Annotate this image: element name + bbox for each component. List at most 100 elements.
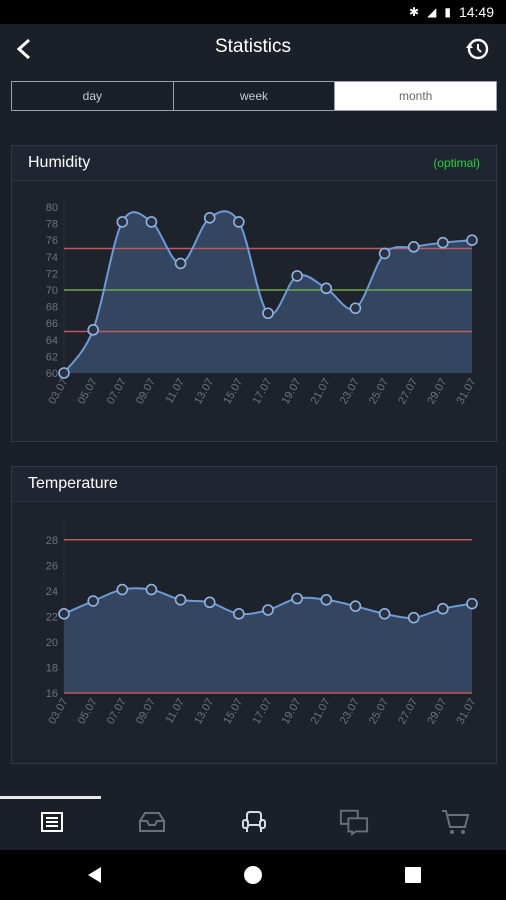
x-tick-label: 25.07 (367, 697, 391, 727)
x-tick-label: 11.07 (163, 697, 187, 726)
y-tick-label: 28 (46, 535, 58, 547)
nav-device[interactable] (239, 806, 269, 838)
series-area (64, 211, 472, 373)
chat-icon (339, 809, 369, 836)
temperature-title: Temperature (28, 475, 118, 492)
data-point (203, 211, 216, 224)
x-tick-label: 03.07 (46, 377, 70, 407)
segment-month[interactable]: month (335, 82, 497, 110)
data-point (262, 604, 274, 616)
humidity-card: Humidity (optimal) 60 62 64 66 68 70 72 74 76 78 8… (11, 145, 497, 442)
data-point (291, 270, 303, 282)
data-point (262, 307, 274, 320)
data-point (174, 593, 187, 606)
y-tick-label: 60 (46, 368, 58, 380)
humidity-chart: 60 62 64 66 68 70 72 74 76 78 80 03.07 05.07 07.07 09.… (46, 201, 479, 407)
bluetooth-icon: ✱ (409, 5, 420, 19)
y-tick-label: 16 (46, 688, 58, 700)
x-tick-label: 27.07 (396, 697, 420, 727)
period-selector: day week month (11, 81, 497, 111)
arrow-left-icon[interactable] (10, 34, 40, 64)
humidity-status: (optimal) (433, 156, 480, 170)
y-tick-label: 74 (46, 252, 58, 264)
y-tick-label: 78 (46, 219, 58, 231)
clock: 14:49 (458, 4, 494, 20)
x-tick-label: 09.07 (134, 377, 158, 407)
data-point (116, 216, 129, 228)
x-tick-label: 29.07 (425, 377, 449, 407)
data-point (58, 608, 70, 620)
y-tick-label: 22 (46, 611, 58, 623)
y-tick-label: 64 (46, 335, 58, 347)
x-tick-label: 15.07 (221, 377, 245, 407)
data-point (407, 611, 420, 624)
y-tick-label: 76 (46, 235, 58, 247)
data-point (58, 367, 70, 379)
data-point (174, 257, 187, 270)
x-tick-label: 13.07 (192, 377, 216, 407)
nav-shop[interactable] (440, 806, 470, 838)
bottom-navigation (0, 796, 506, 850)
data-point (466, 234, 478, 247)
signal-icon: ◢ (427, 5, 437, 19)
segment-week[interactable]: week (173, 82, 336, 110)
y-tick-label: 20 (46, 637, 58, 649)
x-tick-label: 13.07 (192, 697, 216, 727)
list-icon (41, 812, 63, 832)
data-point (320, 282, 333, 295)
data-point (378, 247, 391, 260)
y-tick-label: 72 (46, 268, 58, 280)
x-tick-label: 03.07 (46, 697, 70, 727)
x-tick-label: 29.07 (425, 697, 449, 727)
x-tick-label: 23.07 (338, 697, 362, 727)
x-tick-label: 17.07 (250, 377, 274, 407)
segment-day[interactable]: day (12, 82, 174, 110)
y-tick-label: 62 (46, 351, 58, 363)
data-point (466, 597, 478, 610)
humidity-card-header: Humidity (optimal) (12, 146, 496, 181)
x-tick-label: 19.07 (280, 377, 304, 407)
nav-statistics[interactable] (37, 806, 67, 838)
status-bar: ✱ ◢ ▮ 14:49 (0, 0, 506, 24)
data-point (233, 216, 245, 228)
data-point (116, 583, 129, 596)
home-circle-icon[interactable] (242, 864, 264, 886)
x-tick-label: 21.07 (309, 377, 333, 407)
app-bar: Statistics (0, 24, 506, 74)
page-title: Statistics (214, 36, 292, 57)
temperature-card: Temperature 16 18 20 22 24 26 28 03.07 05.07 07.0… (11, 466, 497, 764)
back-triangle-icon[interactable] (84, 864, 106, 886)
history-icon[interactable] (464, 36, 490, 62)
x-tick-label: 31.07 (454, 697, 478, 727)
data-point (87, 595, 99, 607)
cart-icon (442, 810, 470, 834)
data-point (349, 302, 362, 315)
data-point (233, 608, 245, 620)
y-tick-label: 70 (46, 285, 58, 297)
data-point (437, 602, 449, 615)
y-tick-label: 80 (46, 202, 58, 214)
y-tick-label: 68 (46, 302, 58, 314)
x-tick-label: 19.07 (280, 697, 304, 727)
y-tick-label: 24 (46, 586, 58, 598)
data-point (291, 592, 303, 605)
nav-chat[interactable] (339, 806, 369, 838)
recents-square-icon[interactable] (402, 864, 424, 886)
humidity-title: Humidity (28, 154, 91, 171)
data-point (407, 241, 420, 253)
system-navigation-bar (0, 850, 506, 900)
armchair-icon (242, 811, 266, 832)
x-tick-label: 05.07 (76, 697, 100, 727)
x-tick-label: 23.07 (338, 377, 362, 407)
nav-active-indicator (0, 796, 101, 799)
x-tick-label: 15.07 (221, 697, 245, 727)
data-point (349, 600, 362, 612)
x-tick-label: 27.07 (396, 377, 420, 407)
data-point (320, 593, 333, 606)
data-point (378, 608, 391, 620)
x-tick-label: 25.07 (367, 377, 391, 407)
inbox-icon (139, 812, 165, 832)
x-tick-label: 09.07 (134, 697, 158, 727)
x-tick-label: 31.07 (454, 377, 478, 407)
nav-inbox[interactable] (137, 806, 167, 838)
